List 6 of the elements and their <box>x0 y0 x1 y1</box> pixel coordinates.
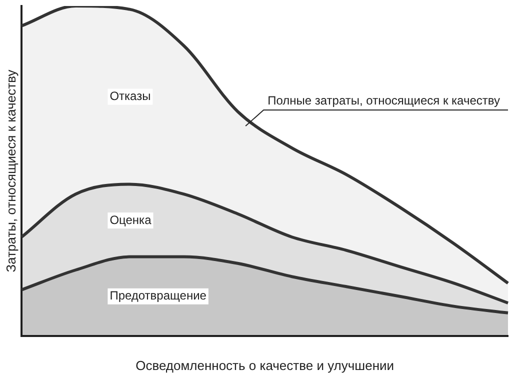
y-axis-title: Затраты, относящиеся к качеству <box>3 69 18 272</box>
series-label: Предотвращение <box>110 288 207 303</box>
series-label: Отказы <box>110 89 151 104</box>
series-label: Оценка <box>110 212 152 227</box>
x-axis-title: Осведомленность о качестве и улучшении <box>136 358 394 373</box>
annotation: Полные затраты, относящиеся к качеству <box>268 93 500 108</box>
